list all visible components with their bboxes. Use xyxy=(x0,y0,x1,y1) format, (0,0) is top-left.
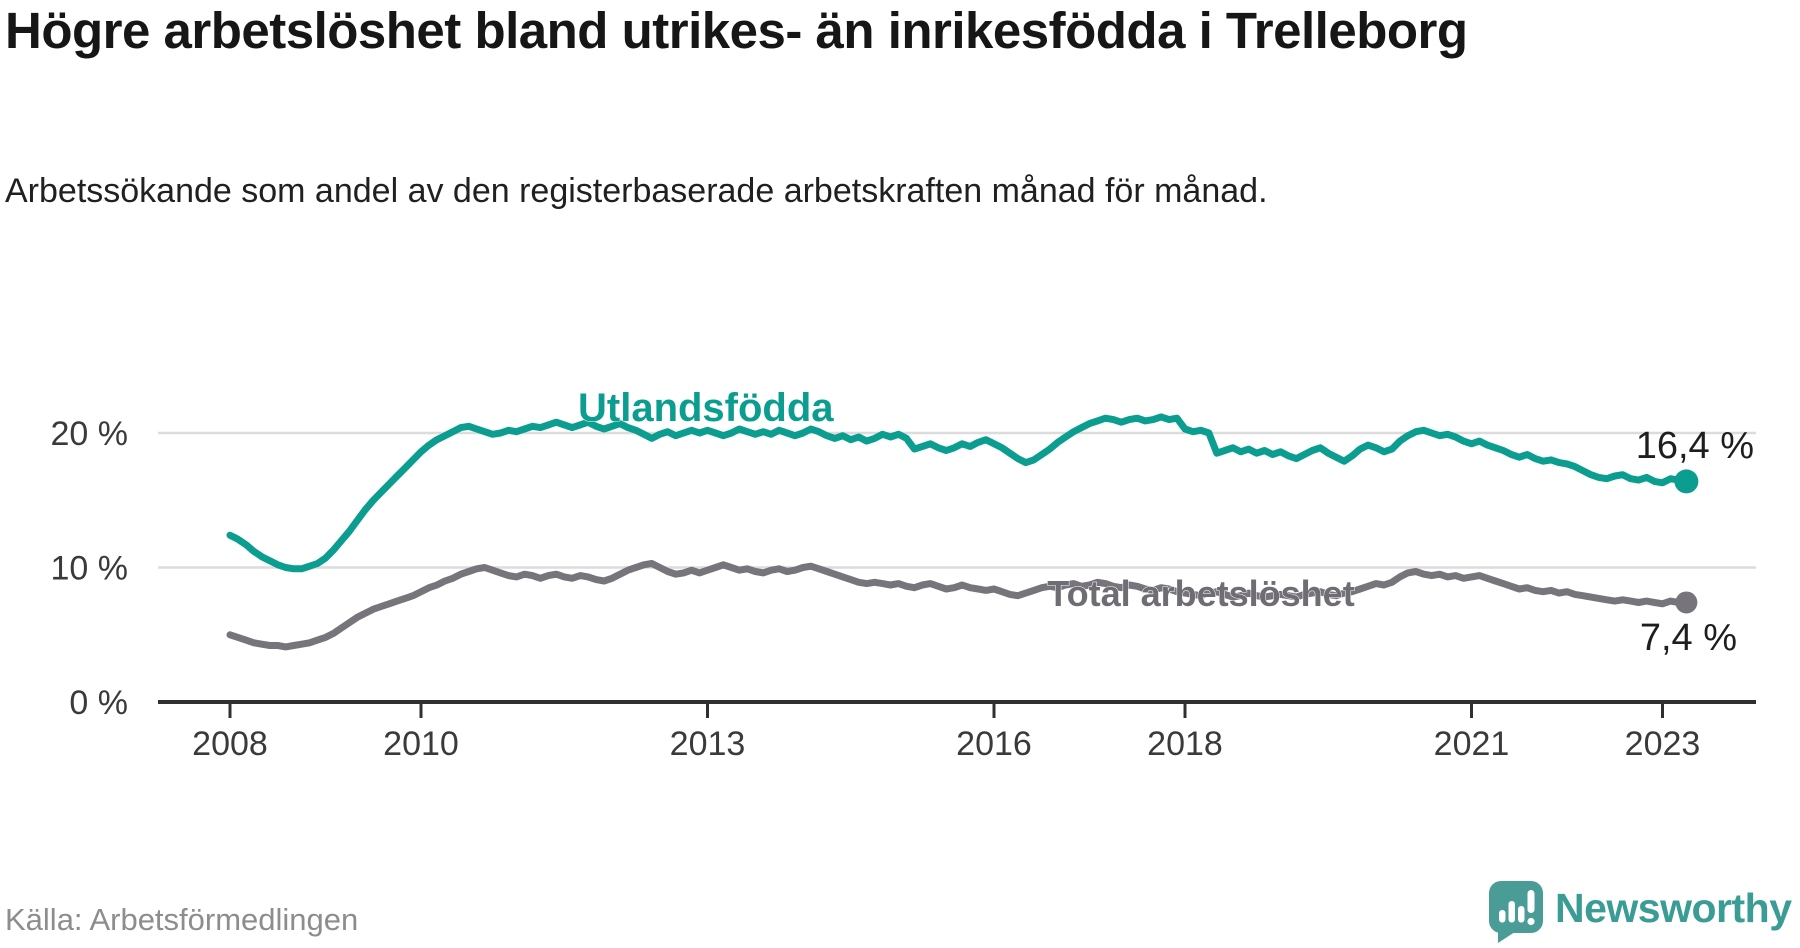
series-end-value-label: 7,4 % xyxy=(1640,617,1737,659)
y-tick-label: 20 % xyxy=(51,415,129,453)
x-tick-label: 2010 xyxy=(383,725,459,763)
source-note: Källa: Arbetsförmedlingen xyxy=(5,902,359,937)
y-tick-label: 10 % xyxy=(51,550,129,588)
series-line-utlandsfodda xyxy=(226,413,1690,573)
x-tick-label: 2018 xyxy=(1147,725,1223,763)
x-tick-label: 2021 xyxy=(1434,725,1510,763)
series-end-dot xyxy=(1674,469,1699,494)
page-title: Högre arbetslöshet bland utrikes- än inr… xyxy=(5,2,1468,59)
newsworthy-logo-icon xyxy=(1488,880,1545,948)
series-name-label: Total arbetslöshet xyxy=(1047,573,1354,614)
x-tick-label: 2008 xyxy=(192,725,268,763)
brand-name: Newsworthy xyxy=(1555,885,1792,931)
chart-subtitle: Arbetssökande som andel av den registerb… xyxy=(5,172,1268,210)
x-tick-label: 2013 xyxy=(670,725,746,763)
brand-logo: Newsworthy xyxy=(1488,880,1792,948)
x-tick-label: 2016 xyxy=(956,725,1032,763)
x-tick-label: 2023 xyxy=(1625,725,1701,763)
series-end-dot xyxy=(1675,591,1698,614)
y-tick-label: 0 % xyxy=(69,684,128,722)
series-line-total xyxy=(226,560,1690,651)
series-end-value-label: 16,4 % xyxy=(1636,425,1754,467)
series-name-label: Utlandsfödda xyxy=(578,386,834,430)
